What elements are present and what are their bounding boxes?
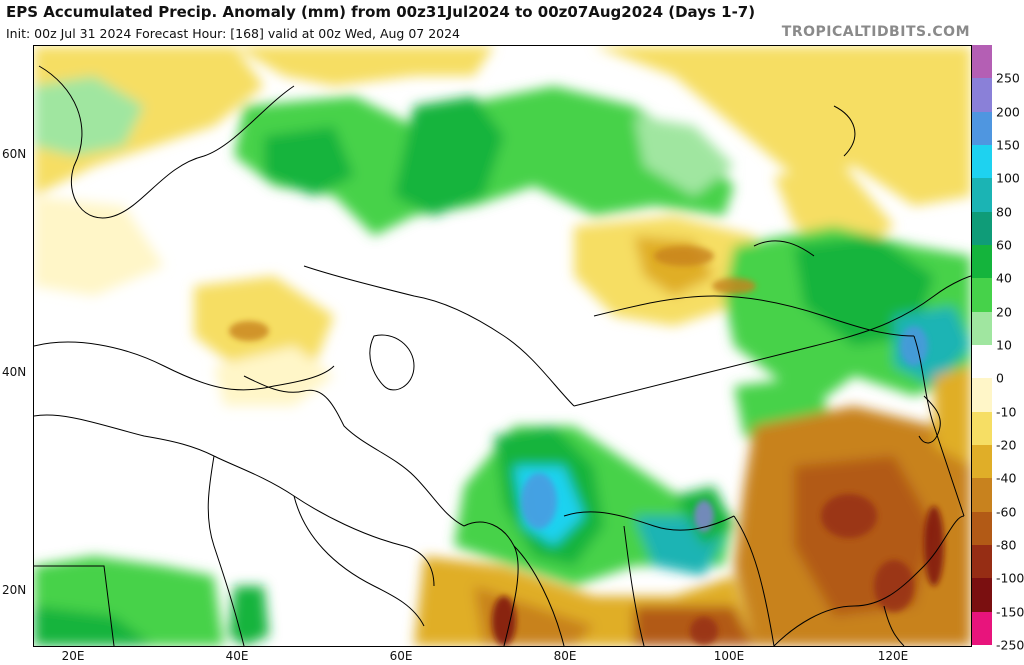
map-subtitle: Init: 00z Jul 31 2024 Forecast Hour: [16…	[6, 26, 461, 41]
legend-label: -150	[996, 604, 1024, 620]
legend-swatch	[972, 545, 992, 579]
precip-field	[34, 46, 971, 646]
legend-swatch	[972, 178, 992, 213]
legend-label: 10	[996, 337, 1012, 353]
legend-swatch	[972, 378, 992, 413]
legend-label: 40	[996, 270, 1012, 286]
lon-label-80e: 80E	[553, 649, 577, 663]
lon-label-40e: 40E	[225, 649, 249, 663]
legend-label: 100	[996, 170, 1020, 186]
watermark: TROPICALTIDBITS.COM	[781, 24, 970, 40]
color-legend	[972, 45, 992, 646]
lat-label-60n: 60N	[2, 147, 27, 161]
legend-label: 20	[996, 304, 1012, 320]
lon-label-20e: 20E	[61, 649, 85, 663]
legend-label: -60	[996, 504, 1017, 520]
legend-swatch	[972, 245, 992, 279]
precip-detail-field	[229, 246, 944, 646]
legend-label: 250	[996, 70, 1020, 86]
legend-label: -250	[996, 637, 1024, 653]
map-borders	[34, 65, 971, 646]
legend-swatch	[972, 311, 992, 346]
lat-label-40n: 40N	[2, 365, 27, 379]
legend-swatch	[972, 578, 992, 613]
legend-swatch	[972, 211, 992, 246]
legend-swatch	[972, 445, 992, 479]
legend-label: -100	[996, 570, 1024, 586]
legend-label: 60	[996, 237, 1012, 253]
lon-label-100e: 100E	[713, 649, 745, 663]
legend-swatch	[972, 111, 992, 146]
legend-label: 0	[996, 370, 1004, 386]
legend-swatch	[972, 411, 992, 446]
legend-label: -40	[996, 470, 1017, 486]
legend-swatch	[972, 511, 992, 546]
legend-swatch	[972, 45, 992, 79]
lon-label-120e: 120E	[877, 649, 909, 663]
map-canvas	[34, 46, 971, 646]
legend-swatch	[972, 478, 992, 513]
map-title: EPS Accumulated Precip. Anomaly (mm) fro…	[6, 3, 756, 21]
precip-anomaly-map	[33, 45, 972, 647]
legend-label: -10	[996, 404, 1017, 420]
legend-swatch	[972, 145, 992, 179]
legend-label: 80	[996, 204, 1012, 220]
legend-swatch	[972, 345, 992, 379]
legend-label: -80	[996, 537, 1017, 553]
legend-swatch	[972, 78, 992, 113]
lat-label-20n: 20N	[2, 583, 27, 597]
legend-label: 150	[996, 137, 1020, 153]
legend-swatch	[972, 611, 992, 646]
legend-label: 200	[996, 104, 1020, 120]
legend-label: -20	[996, 437, 1017, 453]
lon-label-60e: 60E	[389, 649, 413, 663]
legend-swatch	[972, 278, 992, 313]
